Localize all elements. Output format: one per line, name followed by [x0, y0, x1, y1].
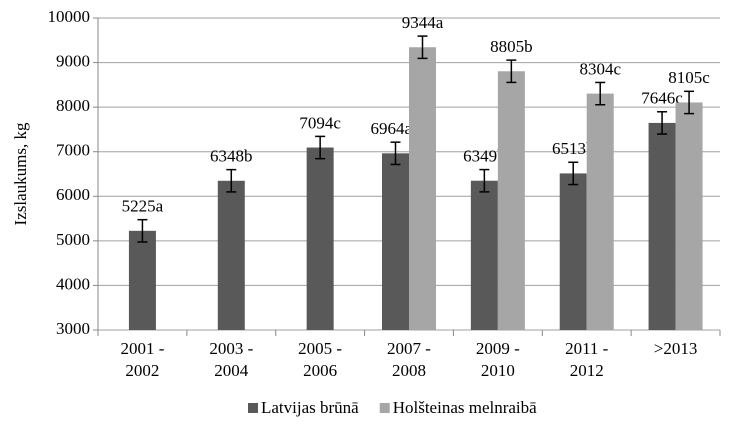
- x-tick-label: 2007 -2008: [387, 339, 431, 380]
- y-tick-label: 3000: [56, 319, 90, 338]
- data-label: 7646c: [641, 89, 683, 108]
- bar: [306, 147, 334, 330]
- y-tick-label: 9000: [56, 51, 90, 70]
- bar: [470, 180, 498, 330]
- y-tick-label: 10000: [48, 7, 91, 26]
- data-label: 6513b: [552, 139, 595, 158]
- bar: [382, 153, 409, 330]
- bar: [128, 230, 156, 330]
- x-tick-label: >2013: [654, 339, 698, 358]
- data-label: 5225a: [122, 197, 164, 216]
- data-label: 8105c: [668, 68, 710, 87]
- data-label: 7094c: [299, 113, 341, 132]
- y-tick-label: 5000: [56, 230, 90, 249]
- bar: [559, 173, 587, 330]
- bar: [409, 47, 436, 330]
- bar: [217, 180, 245, 330]
- x-tick-label: 2003 -2004: [209, 339, 253, 380]
- data-label: 9344a: [402, 13, 444, 32]
- x-tick-label: 2009 -2010: [476, 339, 520, 380]
- data-label: 8304c: [579, 59, 621, 78]
- data-label: 6348b: [210, 147, 253, 166]
- data-label: 8805b: [490, 37, 533, 56]
- bar: [675, 102, 703, 330]
- bar: [648, 122, 676, 330]
- legend-label: Latvijas brūnā: [261, 398, 359, 417]
- bar: [586, 93, 614, 330]
- data-label: 6964ab: [370, 119, 420, 138]
- y-tick-label: 6000: [56, 185, 90, 204]
- y-tick-label: 7000: [56, 141, 90, 160]
- y-tick-label: 4000: [56, 274, 90, 293]
- x-tick-label: 2001 -2002: [120, 339, 164, 380]
- legend-swatch: [379, 403, 390, 413]
- bar: [497, 71, 525, 331]
- legend-swatch: [248, 403, 258, 413]
- legend-label: Holšteinas melnraibā: [393, 398, 537, 417]
- data-label: 6349b: [463, 146, 506, 165]
- x-tick-label: 2005 -2006: [298, 339, 342, 380]
- x-tick-label: 2011 -2012: [565, 339, 609, 380]
- y-axis-label: Izslaukums, kg: [11, 122, 30, 225]
- y-tick-label: 8000: [56, 96, 90, 115]
